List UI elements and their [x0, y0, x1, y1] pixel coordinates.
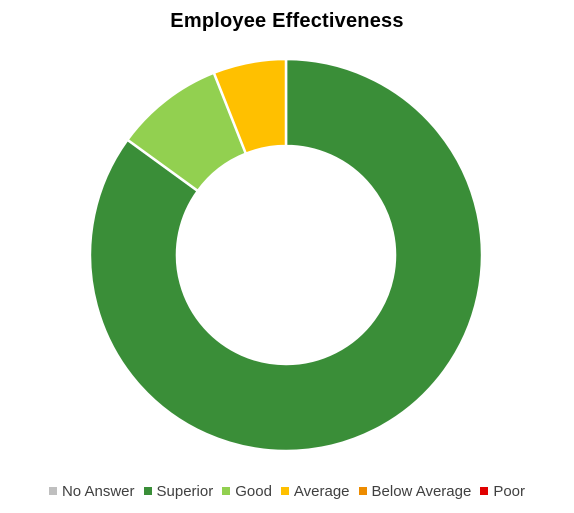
donut-slices: [88, 57, 484, 453]
legend-item-average: Average: [280, 482, 350, 500]
legend-label-good: Good: [235, 482, 272, 500]
legend-label-superior: Superior: [156, 482, 214, 500]
slice-superior: [88, 57, 484, 453]
legend-swatch-good: [222, 487, 231, 495]
legend-swatch-no-answer: [48, 487, 57, 495]
slice-average: [212, 57, 288, 155]
legend-label-average: Average: [293, 482, 350, 500]
chart-title: Employee Effectiveness: [170, 10, 404, 32]
legend-swatch-average: [280, 487, 289, 495]
legend-item-good: Good: [222, 483, 272, 500]
legend-label-poor: Poor: [493, 482, 526, 500]
legend-item-superior: Superior: [143, 482, 214, 500]
legend-item-below-average: Below Average: [358, 482, 472, 500]
legend-label-no-answer: No Answer: [61, 482, 135, 500]
legend-item-poor: Poor: [480, 483, 525, 500]
legend-item-no-answer: No Answer: [48, 482, 135, 500]
legend-swatch-poor: [480, 487, 489, 495]
legend-swatch-below-average: [358, 487, 367, 495]
legend-swatch-superior: [143, 487, 152, 495]
legend-label-below-average: Below Average: [371, 482, 472, 500]
chart-legend: No Answer Superior Good Average Below Averag…: [0, 480, 574, 502]
